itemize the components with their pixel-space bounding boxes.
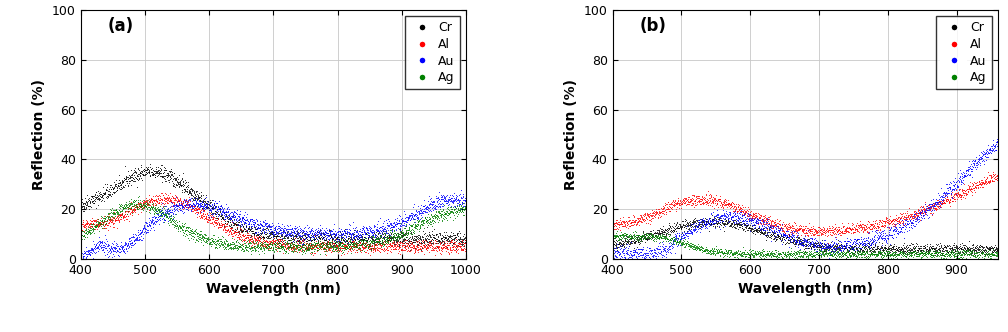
- Legend: Cr, Al, Au, Ag: Cr, Al, Au, Ag: [404, 16, 460, 89]
- Legend: Cr, Al, Au, Ag: Cr, Al, Au, Ag: [936, 16, 992, 89]
- Text: (b): (b): [639, 18, 666, 36]
- X-axis label: Wavelength (nm): Wavelength (nm): [738, 283, 873, 296]
- X-axis label: Wavelength (nm): Wavelength (nm): [206, 283, 341, 296]
- Text: (a): (a): [108, 18, 134, 36]
- Y-axis label: Reflection (%): Reflection (%): [32, 79, 46, 190]
- Y-axis label: Reflection (%): Reflection (%): [564, 79, 579, 190]
